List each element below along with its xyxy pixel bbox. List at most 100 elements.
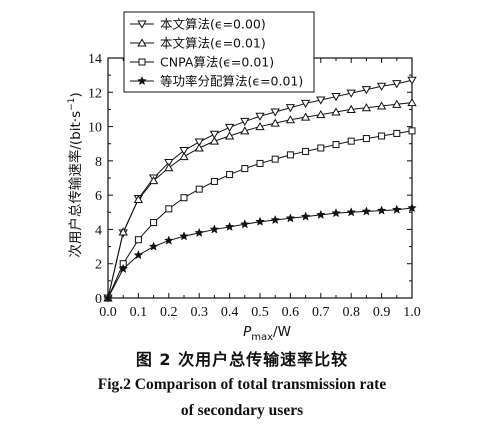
data-point bbox=[164, 163, 174, 172]
data-point bbox=[194, 227, 205, 237]
data-point bbox=[316, 109, 326, 119]
figure-caption-cn: 图 2 次用户总传输速率比较 bbox=[135, 350, 349, 369]
data-point bbox=[331, 107, 341, 116]
x-axis-label-main: P bbox=[243, 324, 252, 340]
y-axis-label-sup: −1 bbox=[67, 98, 77, 111]
data-point bbox=[163, 235, 174, 245]
data-point bbox=[118, 227, 128, 236]
legend-marker bbox=[137, 75, 147, 86]
figure-caption-en-line1: Fig.2 Comparison of total transmission r… bbox=[97, 376, 387, 393]
chart-axes: 0.0 0.1 0.2 0.3 0.4 0.5 0.6 0.7 0.8 0.9 1.0 0 2 4 6 8 10… bbox=[88, 52, 421, 320]
data-point bbox=[240, 117, 250, 127]
data-point bbox=[179, 231, 189, 241]
data-point bbox=[408, 127, 416, 135]
y-tick-label: 10 bbox=[88, 121, 102, 136]
data-point bbox=[361, 206, 372, 216]
data-point bbox=[285, 213, 296, 223]
data-point bbox=[391, 204, 402, 214]
y-axis-label-text: 次用户总传输速率/(bit·s bbox=[67, 111, 84, 258]
data-point bbox=[332, 141, 340, 149]
x-axis-label: Pmax/W bbox=[243, 324, 291, 340]
legend-item-1: 本文算法(ϵ=0.00) bbox=[130, 17, 266, 32]
data-point bbox=[180, 194, 188, 202]
data-point bbox=[209, 130, 220, 139]
data-point bbox=[361, 86, 372, 95]
y-tick-label: 14 bbox=[88, 52, 102, 67]
data-point bbox=[239, 219, 250, 229]
y-axis-label-close: ) bbox=[68, 92, 84, 97]
data-point bbox=[179, 147, 189, 156]
x-tick-label: 0.3 bbox=[190, 305, 208, 320]
y-axis-label: 次用户总传输速率/(bit·s−1) bbox=[67, 92, 84, 257]
data-point bbox=[407, 76, 417, 85]
x-tick-label: 0.4 bbox=[221, 305, 239, 320]
data-point bbox=[376, 82, 387, 91]
data-point bbox=[347, 137, 355, 145]
data-point bbox=[285, 104, 296, 113]
data-point bbox=[407, 202, 417, 213]
data-point bbox=[376, 101, 387, 110]
legend-label: CNPA算法(ϵ=0.01) bbox=[160, 55, 274, 70]
legend-marker bbox=[138, 58, 146, 66]
series-line bbox=[107, 102, 413, 299]
y-tick-label: 0 bbox=[95, 292, 102, 307]
y-tick-label: 2 bbox=[95, 258, 102, 273]
data-point bbox=[240, 126, 250, 135]
legend-label: 本文算法(ϵ=0.00) bbox=[160, 17, 266, 32]
data-point bbox=[393, 129, 401, 137]
data-point bbox=[271, 155, 279, 163]
data-point bbox=[407, 97, 417, 107]
legend-marker bbox=[137, 20, 147, 29]
data-point bbox=[315, 209, 326, 219]
data-point bbox=[270, 214, 281, 225]
x-tick-label: 0.1 bbox=[130, 305, 148, 320]
data-point bbox=[210, 177, 218, 185]
data-point bbox=[362, 135, 370, 143]
y-tick-label: 12 bbox=[88, 86, 102, 101]
legend-marker bbox=[137, 38, 147, 47]
series-layer bbox=[103, 76, 417, 303]
x-tick-label: 0.0 bbox=[99, 305, 117, 320]
data-point bbox=[165, 205, 173, 213]
data-point bbox=[148, 241, 159, 251]
data-point bbox=[224, 123, 235, 133]
data-point bbox=[270, 118, 280, 127]
series-line bbox=[107, 130, 413, 299]
data-point bbox=[255, 216, 265, 226]
x-tick-label: 0.6 bbox=[282, 305, 300, 320]
data-point bbox=[300, 112, 311, 121]
x-tick-label: 0.2 bbox=[160, 305, 178, 320]
data-point bbox=[346, 89, 356, 98]
data-point bbox=[285, 115, 296, 124]
data-point bbox=[103, 292, 113, 303]
data-point bbox=[255, 121, 265, 131]
legend-box bbox=[123, 11, 315, 93]
y-tick-label: 6 bbox=[95, 189, 102, 204]
data-point bbox=[346, 207, 357, 217]
data-point bbox=[331, 93, 341, 102]
x-tick-label: 0.7 bbox=[312, 305, 330, 320]
data-point bbox=[195, 185, 203, 193]
legend-item-2: 本文算法(ϵ=0.01) bbox=[130, 36, 266, 51]
data-point bbox=[302, 147, 310, 155]
legend-item-3: CNPA算法(ϵ=0.01) bbox=[130, 55, 274, 70]
series-2 bbox=[103, 97, 417, 302]
data-point bbox=[133, 194, 144, 203]
data-point bbox=[392, 80, 402, 89]
data-point bbox=[194, 138, 204, 147]
data-point bbox=[316, 96, 326, 105]
series-4 bbox=[103, 202, 417, 303]
data-point bbox=[224, 221, 235, 231]
x-tick-label: 0.5 bbox=[251, 305, 269, 320]
x-tick-label: 0.9 bbox=[373, 305, 391, 320]
data-point bbox=[133, 250, 144, 260]
data-point bbox=[255, 112, 265, 121]
data-point bbox=[317, 144, 325, 152]
legend-item-4: 等功率分配算法(ϵ=0.01) bbox=[130, 74, 303, 89]
data-point bbox=[346, 104, 356, 113]
chart-legend: 本文算法(ϵ=0.00) 本文算法(ϵ=0.01) CNPA算法(ϵ=0.01) 等功… bbox=[123, 11, 315, 93]
data-point bbox=[164, 159, 174, 168]
data-point bbox=[226, 171, 234, 179]
data-point bbox=[194, 143, 204, 152]
data-point bbox=[300, 99, 311, 109]
